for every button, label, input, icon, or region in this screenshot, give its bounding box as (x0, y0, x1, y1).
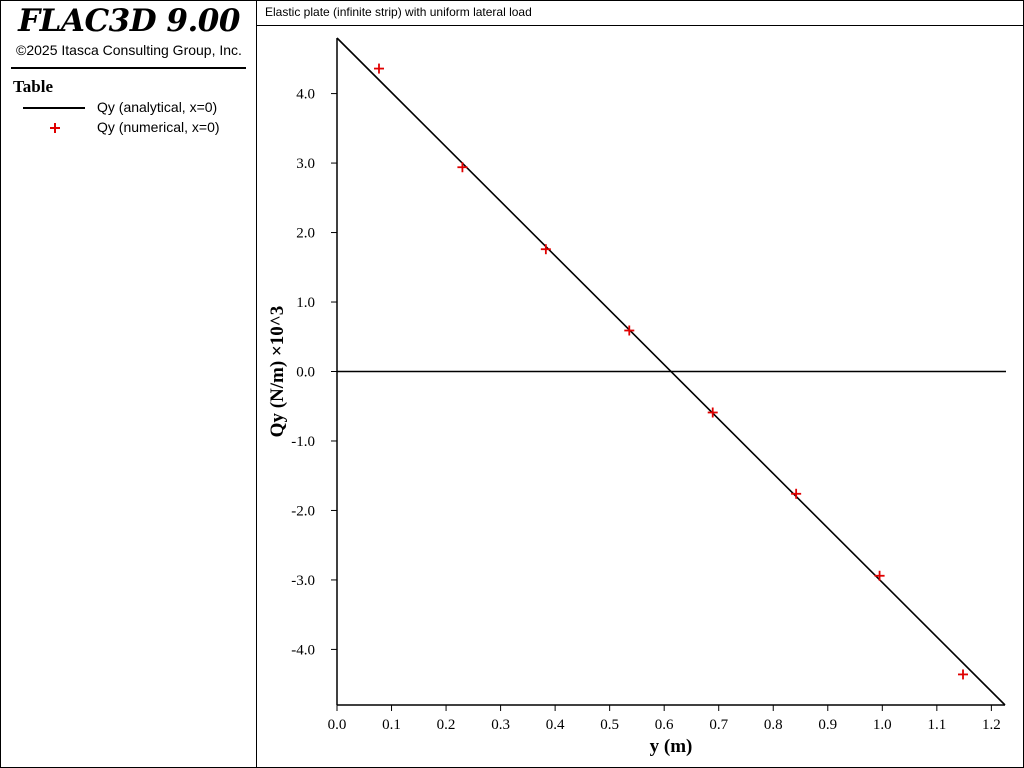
x-tick-label: 0.7 (709, 717, 728, 733)
y-tick-label: -2.0 (291, 503, 315, 519)
x-tick-label: 0.2 (437, 717, 456, 733)
app-title: FLAC3D 9.00 (18, 3, 240, 39)
y-tick-label: 1.0 (296, 295, 315, 311)
y-tick-label: -1.0 (291, 434, 315, 450)
legend-item-analytical: Qy (analytical, x=0) (21, 99, 251, 117)
legend-plus-swatch (50, 123, 60, 133)
y-tick-label: 3.0 (296, 156, 315, 172)
y-tick-label: 0.0 (296, 365, 315, 381)
legend-label-analytical: Qy (analytical, x=0) (97, 99, 218, 115)
legend-label-numerical: Qy (numerical, x=0) (97, 119, 220, 135)
legend-line-swatch (23, 107, 85, 109)
x-tick-label: 0.0 (328, 717, 347, 733)
series-line-analytical (336, 37, 1006, 706)
y-tick-label: 2.0 (296, 226, 315, 242)
legend-panel: FLAC3D 9.00 ©2025 Itasca Consulting Grou… (1, 1, 257, 767)
data-point (540, 244, 551, 255)
plot-title-bar: Elastic plate (infinite strip) with unif… (257, 1, 1023, 26)
plot-title: Elastic plate (infinite strip) with unif… (265, 5, 532, 19)
x-axis-title: y (m) (650, 736, 693, 757)
data-point (624, 325, 635, 336)
x-tick-label: 0.9 (818, 717, 837, 733)
legend-item-numerical: Qy (numerical, x=0) (21, 119, 251, 137)
y-axis-title: Qy (N/m) ×10^3 (267, 306, 288, 438)
panel-divider (11, 67, 246, 69)
copyright-text: ©2025 Itasca Consulting Group, Inc. (16, 42, 242, 58)
y-tick-label: -4.0 (291, 642, 315, 658)
x-tick-label: 1.0 (873, 717, 892, 733)
data-point (457, 162, 468, 173)
data-point (707, 407, 718, 418)
x-tick-label: 0.6 (655, 717, 674, 733)
x-tick-label: 0.1 (382, 717, 401, 733)
data-point (373, 63, 384, 74)
x-tick-label: 1.1 (927, 717, 946, 733)
data-point (958, 669, 969, 680)
x-tick-label: 0.5 (600, 717, 619, 733)
data-point (874, 570, 885, 581)
y-tick-label: -3.0 (291, 573, 315, 589)
y-tick-label: 4.0 (296, 87, 315, 103)
x-tick-label: 1.2 (982, 717, 1001, 733)
legend-heading: Table (13, 77, 54, 96)
data-point (791, 488, 802, 499)
x-tick-label: 0.4 (546, 717, 565, 733)
x-tick-label: 0.8 (764, 717, 783, 733)
x-tick-label: 0.3 (491, 717, 510, 733)
